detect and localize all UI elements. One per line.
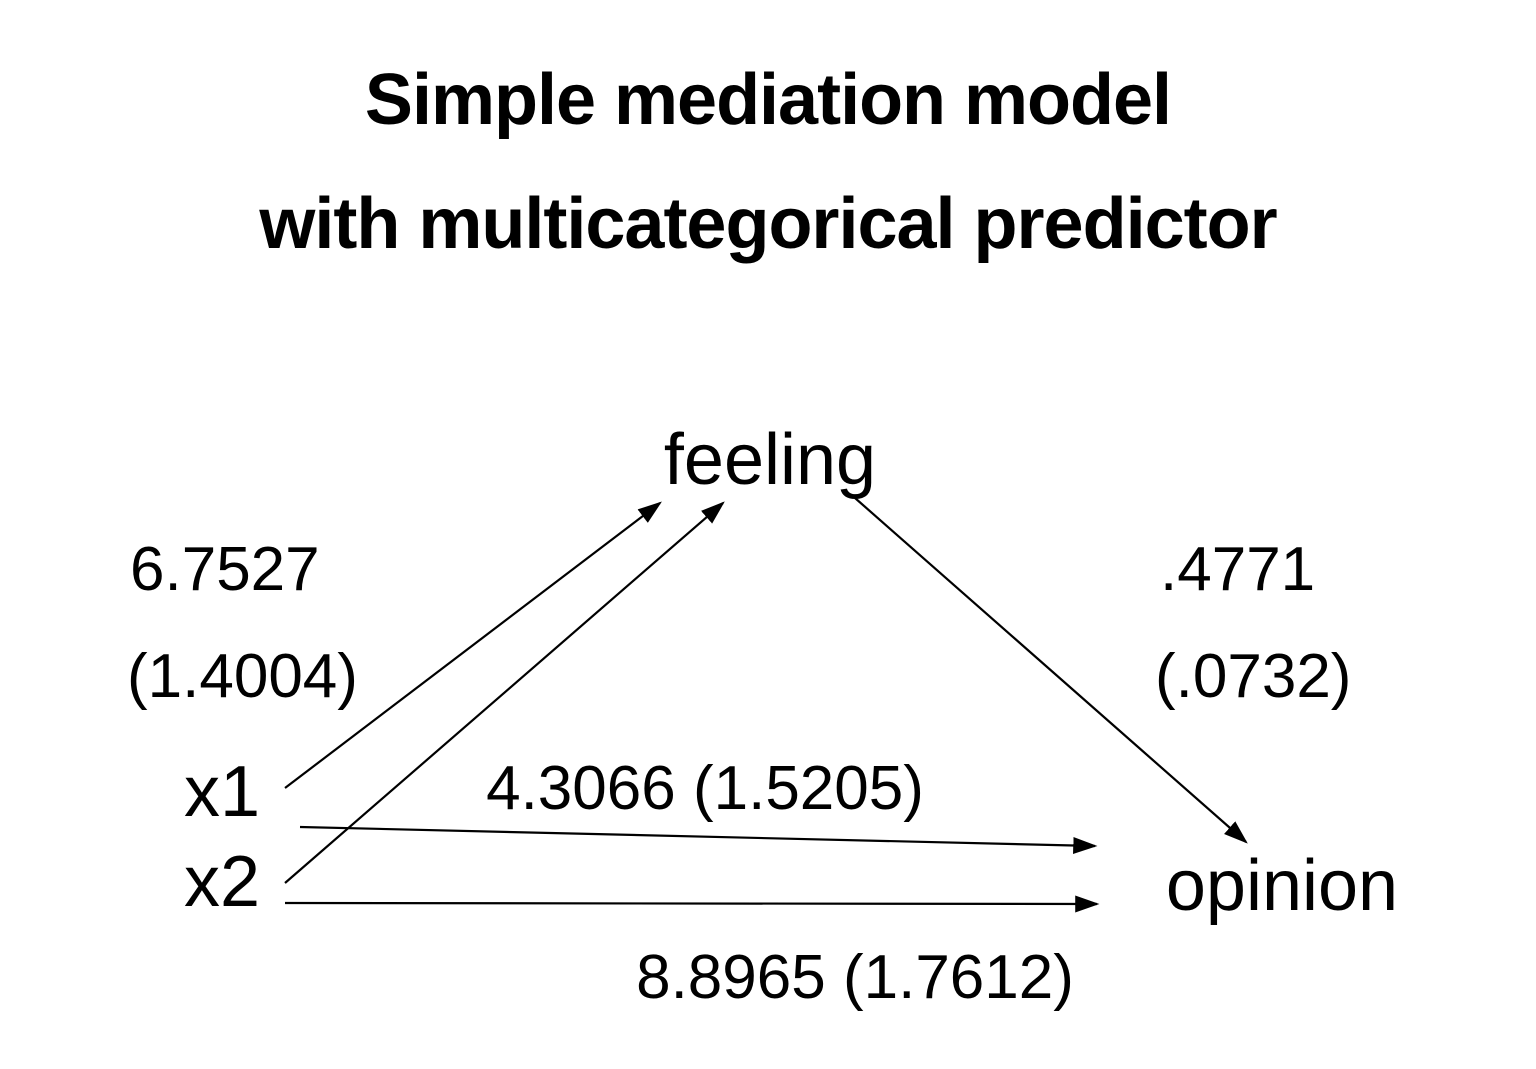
coefficient-middle: 4.3066 (1.5205) bbox=[486, 754, 924, 823]
coefficient-bottom: 8.8965 (1.7612) bbox=[636, 943, 1074, 1012]
node-x1: x1 bbox=[183, 752, 261, 832]
title-line-1: Simple mediation model bbox=[364, 60, 1172, 140]
arrow-x2-to-feeling bbox=[284, 501, 725, 884]
node-x2: x2 bbox=[183, 842, 261, 922]
arrow-x1-to-feeling bbox=[284, 501, 662, 789]
coefficient-right-se: (.0732) bbox=[1155, 642, 1352, 711]
title-line-2: with multicategorical predictor bbox=[259, 184, 1277, 264]
arrow-x2-to-opinion bbox=[284, 895, 1100, 913]
diagram-title: Simple mediation model with multicategor… bbox=[0, 38, 1536, 286]
arrow-feeling-to-opinion bbox=[854, 497, 1248, 844]
node-feeling: feeling bbox=[663, 420, 877, 500]
coefficient-left-se: (1.4004) bbox=[127, 642, 358, 711]
coefficient-left-estimate: 6.7527 bbox=[130, 535, 320, 604]
coefficient-right-estimate: .4771 bbox=[1160, 535, 1316, 604]
arrow-x1-to-opinion bbox=[299, 825, 1098, 854]
node-opinion: opinion bbox=[1165, 846, 1399, 926]
